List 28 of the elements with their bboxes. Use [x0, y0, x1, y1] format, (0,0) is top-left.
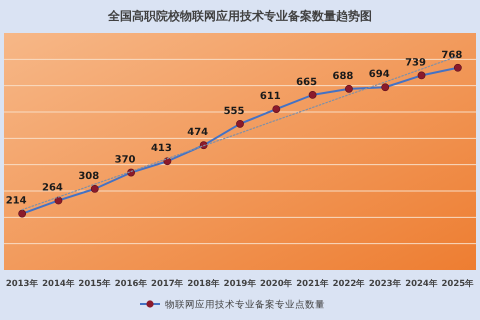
data-label: 555: [224, 106, 244, 117]
data-label: 688: [332, 70, 354, 82]
x-tick-label: 2022年: [332, 278, 366, 289]
x-tick-label: 2015年: [78, 278, 112, 289]
x-tick-label: 2025年: [442, 278, 474, 289]
data-label: 694: [368, 69, 390, 80]
x-tick-label: 2018年: [187, 278, 220, 289]
x-tick-label: 2016年: [114, 278, 148, 289]
x-tick-label: 2014年: [42, 278, 75, 289]
x-tick-label: 2020年: [260, 278, 293, 289]
x-tick-label: 2023年: [368, 278, 402, 289]
x-tick-label: 2019年: [224, 278, 256, 289]
data-label: 611: [260, 91, 281, 102]
x-tick-label: 2024年: [405, 278, 438, 289]
data-label: 214: [6, 196, 27, 207]
data-label: 413: [150, 143, 172, 154]
x-tick-label: 2021年: [296, 278, 329, 289]
legend-label: 物联网应用技术专业备案专业点数量: [165, 298, 325, 310]
data-label: 768: [441, 50, 462, 61]
data-label: 308: [78, 170, 100, 182]
data-label: 474: [187, 127, 208, 138]
x-tick-label: 2017年: [151, 278, 184, 289]
x-tick-label: 2013年: [6, 278, 38, 289]
chart-title: 全国高职院校物联网应用技术专业备案数量趋势图: [107, 9, 372, 23]
data-label: 665: [296, 76, 318, 88]
data-label: 739: [405, 57, 426, 68]
data-label: 370: [114, 154, 136, 166]
data-label: 264: [42, 182, 63, 194]
